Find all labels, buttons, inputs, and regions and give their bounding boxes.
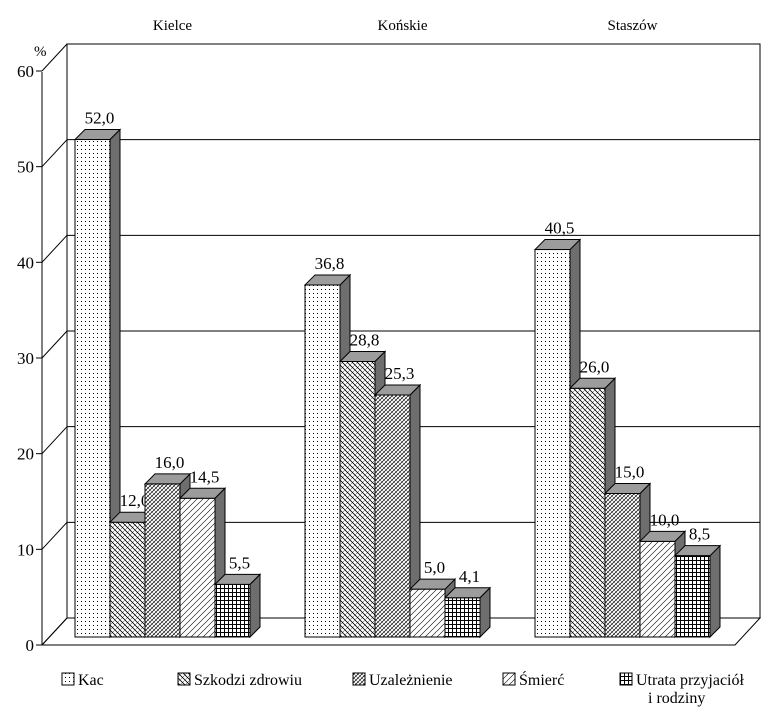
bar-side xyxy=(709,544,721,639)
bar-top xyxy=(568,377,617,389)
bar-top xyxy=(638,530,687,542)
bar-top xyxy=(73,129,122,141)
category-label: Staszów xyxy=(608,18,658,34)
bar-top xyxy=(533,239,582,251)
bar-top xyxy=(408,578,457,590)
bar-front xyxy=(444,597,481,638)
bar-front xyxy=(144,483,181,638)
bar-top xyxy=(213,573,262,585)
bar-top xyxy=(178,487,227,499)
data-label: 10,0 xyxy=(650,510,680,529)
legend-item: Śmierć xyxy=(502,670,564,689)
data-label: 12,0 xyxy=(120,491,150,510)
data-label: 8,5 xyxy=(689,525,710,544)
data-label: 25,3 xyxy=(385,364,415,383)
legend-label: Szkodzi zdrowiu xyxy=(194,672,302,689)
category-labels: Kielce Końskie Staszów xyxy=(153,18,658,34)
legend-label: Kac xyxy=(78,672,104,689)
bar-front xyxy=(74,139,111,638)
bar-front xyxy=(639,540,676,638)
side-wall-line xyxy=(41,234,68,263)
legend-label: Utrata przyjaciół xyxy=(636,672,745,689)
bar-front xyxy=(674,555,711,638)
category-label: Kielce xyxy=(153,18,192,34)
legend-item: Szkodzi zdrowiu xyxy=(177,672,302,689)
data-label: 28,8 xyxy=(350,330,380,349)
side-wall-line xyxy=(41,43,68,72)
bar-top xyxy=(673,545,722,557)
y-tick-label: 0 xyxy=(26,636,35,655)
data-label: 14,5 xyxy=(190,467,220,486)
y-axis-unit-label: % xyxy=(34,44,47,60)
y-tick-label: 10 xyxy=(17,540,34,559)
data-label: 26,0 xyxy=(580,357,610,376)
bar xyxy=(673,544,722,639)
legend-label: i rodziny xyxy=(648,690,705,707)
bar xyxy=(73,128,122,639)
data-label: 4,1 xyxy=(459,567,480,586)
data-label: 40,5 xyxy=(545,219,575,238)
legend-swatch xyxy=(177,672,191,686)
bar-top xyxy=(143,473,192,485)
bars: 52,0 12,0 16,0 14,5 5,5 36,8 28,8 25,3 5,0 4,1 40,… xyxy=(73,109,722,639)
legend-swatch xyxy=(619,672,633,686)
bar-front xyxy=(534,249,571,638)
side-wall-line xyxy=(41,330,68,359)
bar-front xyxy=(569,387,606,638)
bar-front xyxy=(409,588,446,638)
bar-front xyxy=(374,394,411,638)
legend-swatch xyxy=(502,672,516,686)
y-axis: % 0 10 20 30 40 50 60 xyxy=(17,44,47,655)
bar-front xyxy=(304,284,341,638)
legend: Kac Szkodzi zdrowiu Uzależnienie Śmierć Utra… xyxy=(61,670,745,707)
legend-label: Uzależnienie xyxy=(369,672,453,689)
category-label: Końskie xyxy=(378,18,428,34)
floor xyxy=(40,617,762,646)
bar-top xyxy=(303,274,352,286)
bar-front xyxy=(339,360,376,638)
data-label: 5,0 xyxy=(424,558,445,577)
bar-top xyxy=(443,587,492,599)
bar-top xyxy=(603,483,652,494)
bar-side xyxy=(249,573,261,639)
y-tick-label: 60 xyxy=(17,62,34,81)
data-label: 36,8 xyxy=(315,254,345,273)
bar xyxy=(213,573,262,639)
y-tick-label: 50 xyxy=(17,158,34,177)
bar-front xyxy=(109,521,146,638)
y-tick-label: 40 xyxy=(17,253,34,272)
bar-front xyxy=(179,497,216,638)
bar-top xyxy=(373,384,422,396)
legend-label: Śmierć xyxy=(519,670,564,689)
data-label: 52,0 xyxy=(85,109,115,128)
y-tick-label: 20 xyxy=(17,445,34,464)
bar-front xyxy=(214,583,251,638)
data-label: 15,0 xyxy=(615,463,645,482)
bar xyxy=(443,586,492,639)
side-wall-line xyxy=(41,139,68,168)
data-label: 16,0 xyxy=(155,453,185,472)
bar-top xyxy=(338,350,387,362)
legend-swatch xyxy=(61,672,75,686)
data-label: 5,5 xyxy=(229,553,250,572)
bar-front xyxy=(604,493,641,638)
legend-item: Uzależnienie xyxy=(352,672,453,689)
y-tick-label: 30 xyxy=(17,349,34,368)
legend-item: Kac xyxy=(61,672,104,689)
side-wall-line xyxy=(41,426,68,455)
legend-swatch xyxy=(352,672,366,686)
side-wall-line xyxy=(41,521,68,550)
